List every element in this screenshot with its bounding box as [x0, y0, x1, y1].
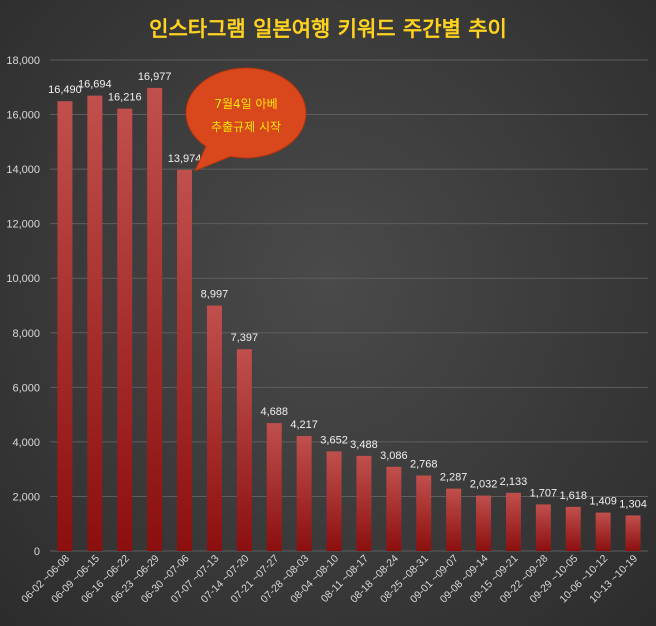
chart-title: 인스타그램 일본여행 키워드 주간별 추이 — [149, 17, 507, 41]
bar — [236, 349, 252, 551]
data-label: 2,768 — [410, 458, 438, 470]
bar — [326, 451, 342, 551]
data-label: 1,304 — [619, 498, 647, 510]
y-tick-label: 8,000 — [12, 328, 40, 340]
gridlines — [50, 59, 648, 552]
bar — [147, 87, 163, 552]
callout-bubble — [185, 67, 307, 172]
data-label: 1,707 — [530, 487, 558, 499]
data-label: 16,216 — [108, 92, 142, 104]
bar — [535, 504, 551, 551]
data-label: 16,490 — [48, 84, 82, 96]
bar — [356, 455, 372, 551]
bar — [595, 512, 611, 551]
bar — [206, 305, 222, 551]
annotation-callout: 7월4일 아베 추출규제 시작 — [185, 67, 307, 172]
data-label: 2,032 — [470, 479, 498, 491]
bar — [446, 488, 462, 551]
data-label: 7,397 — [231, 332, 259, 344]
y-tick-label: 16,000 — [6, 110, 40, 122]
data-label: 4,688 — [260, 406, 288, 418]
y-tick-label: 6,000 — [12, 382, 40, 394]
data-label: 4,217 — [290, 419, 318, 431]
data-label: 1,409 — [589, 496, 617, 508]
bar — [87, 95, 103, 551]
y-tick-label: 2,000 — [12, 491, 40, 503]
bar — [117, 108, 133, 551]
y-tick-label: 10,000 — [6, 273, 40, 285]
data-label: 1,618 — [559, 490, 587, 502]
data-label: 13,974 — [168, 153, 202, 165]
data-label: 3,652 — [320, 434, 348, 446]
bar — [177, 169, 193, 552]
data-label: 16,694 — [78, 79, 112, 91]
data-label: 3,086 — [380, 450, 408, 462]
y-axis: 0 2,000 4,000 6,000 8,000 10,000 12,000 14,000 1… — [6, 55, 40, 558]
y-tick-label: 0 — [34, 546, 40, 558]
y-tick-label: 12,000 — [6, 219, 40, 231]
y-tick-label: 18,000 — [6, 55, 40, 67]
bar — [386, 466, 402, 551]
data-label: 2,133 — [500, 476, 528, 488]
bars — [57, 87, 641, 552]
data-label: 2,287 — [440, 472, 468, 484]
bar — [57, 101, 73, 551]
data-label: 3,488 — [350, 439, 378, 451]
bar — [296, 435, 312, 551]
data-label: 16,977 — [138, 71, 172, 83]
bar — [416, 475, 432, 551]
y-tick-label: 4,000 — [12, 437, 40, 449]
bar — [625, 515, 641, 551]
callout-line-2: 추출규제 시작 — [211, 120, 281, 134]
bar — [505, 492, 521, 551]
bar — [565, 506, 581, 551]
bar — [476, 495, 492, 551]
data-label: 8,997 — [201, 289, 229, 301]
y-tick-label: 14,000 — [6, 164, 40, 176]
callout-line-1: 7월4일 아베 — [214, 97, 277, 111]
bar — [266, 423, 282, 551]
